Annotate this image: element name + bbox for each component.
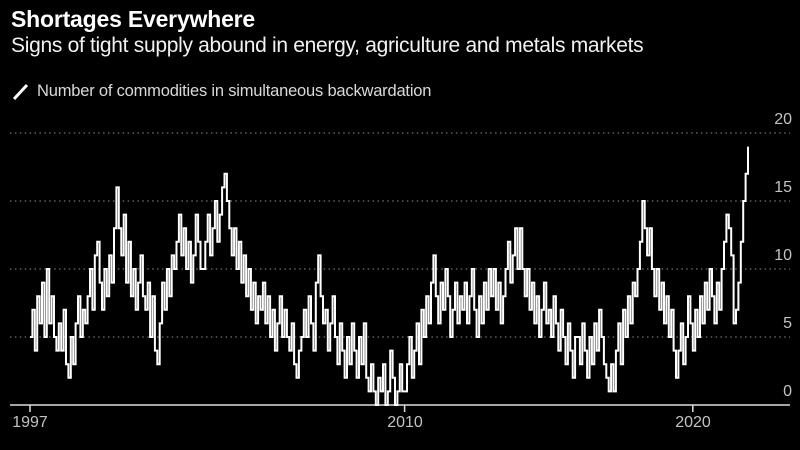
diagonal-line-icon (12, 83, 29, 100)
x-tick-label-1997: 1997 (12, 414, 48, 431)
legend-label: Number of commodities in simultaneous ba… (37, 82, 432, 100)
y-tick-label-5: 5 (783, 315, 792, 332)
y-tick-label-20: 20 (774, 111, 792, 128)
series-line (30, 146, 749, 406)
page-title: Shortages Everywhere (11, 6, 256, 32)
y-tick-label-10: 10 (774, 247, 792, 264)
y-tick-label-15: 15 (774, 179, 792, 196)
page-subtitle: Signs of tight supply abound in energy, … (11, 34, 644, 57)
x-tick-label-2010: 2010 (387, 414, 423, 431)
y-tick-label-0: 0 (783, 383, 792, 400)
x-tick-label-2020: 2020 (675, 414, 711, 431)
legend: Number of commodities in simultaneous ba… (11, 82, 431, 101)
